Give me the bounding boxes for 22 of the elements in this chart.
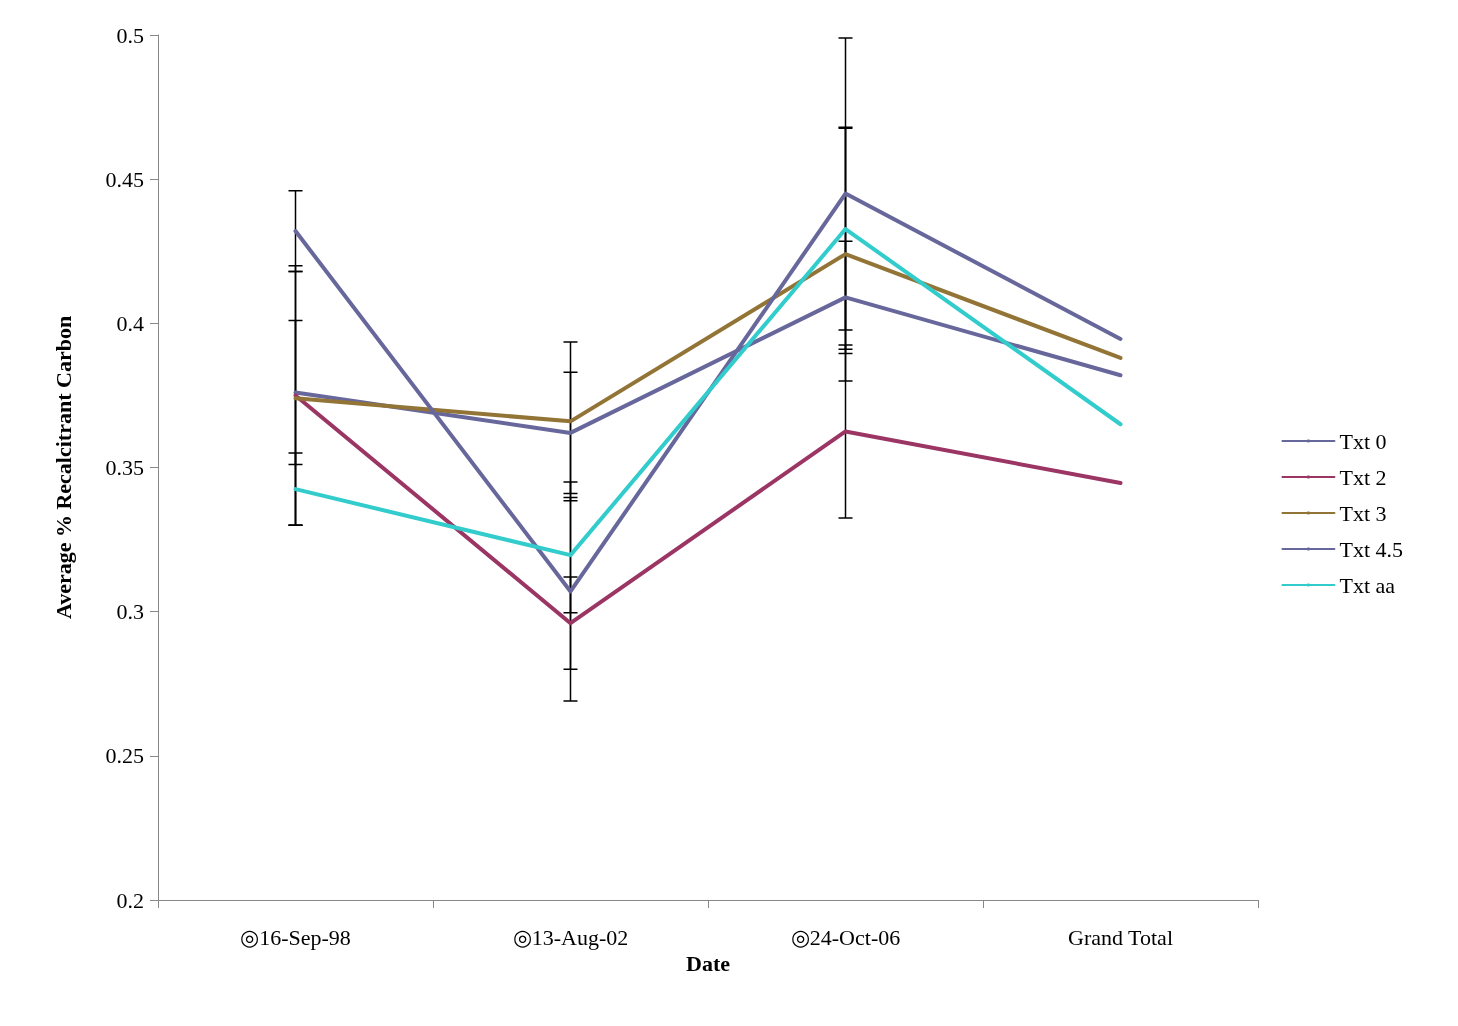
legend-label: Txt aa xyxy=(1339,572,1396,598)
x-tick-label: ◎16-Sep-98 xyxy=(240,924,351,950)
legend-label: Txt 4.5 xyxy=(1339,536,1404,562)
legend-label: Txt 0 xyxy=(1339,428,1387,454)
x-tick-label: ◎24-Oct-06 xyxy=(790,924,901,950)
line-series xyxy=(293,252,1123,424)
x-tick-label: ◎13-Aug-02 xyxy=(512,924,629,950)
y-tick-label: 0.35 xyxy=(105,455,144,480)
y-tick-label: 0.5 xyxy=(116,22,144,48)
x-tick-label: Grand Total xyxy=(1068,924,1173,950)
y-tick-label: 0.3 xyxy=(116,599,144,625)
legend-label: Txt 3 xyxy=(1339,500,1387,526)
line-series xyxy=(293,191,1123,594)
legend-label: Txt 2 xyxy=(1339,464,1387,490)
line-series xyxy=(293,393,1123,626)
y-tick-label: 0.4 xyxy=(116,310,144,336)
y-tick-label: 0.25 xyxy=(105,743,144,769)
y-axis-title: Average % Recalcitrant Carbon xyxy=(50,315,76,620)
y-tick-label: 0.45 xyxy=(105,166,144,192)
line-series xyxy=(293,227,1123,558)
x-axis-title: Date xyxy=(686,951,731,977)
y-tick-label: 0.2 xyxy=(116,887,144,913)
